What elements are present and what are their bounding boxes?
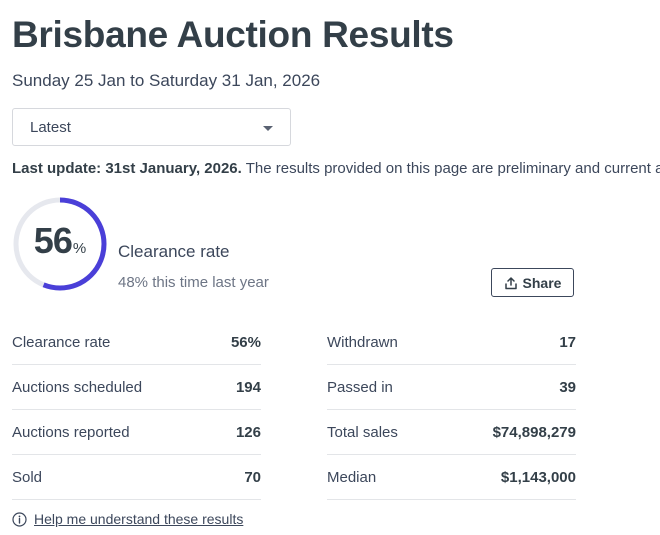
stat-label: Sold xyxy=(12,468,43,486)
stat-label: Clearance rate xyxy=(12,333,111,351)
period-select-value: Latest xyxy=(30,119,71,136)
stat-label: Auctions reported xyxy=(12,423,130,441)
stat-value: 70 xyxy=(244,468,261,486)
clearance-rate-ring xyxy=(13,197,107,291)
share-icon xyxy=(504,276,517,289)
date-range: Sunday 25 Jan to Saturday 31 Jan, 2026 xyxy=(12,71,321,90)
page-title: Brisbane Auction Results xyxy=(12,14,454,55)
stat-label: Total sales xyxy=(327,423,398,441)
clearance-rate-number: 56 xyxy=(33,220,73,261)
stat-label: Passed in xyxy=(327,378,393,396)
clearance-rate-percent-sign: % xyxy=(72,240,87,257)
info-icon xyxy=(12,511,27,527)
stat-value: 39 xyxy=(559,378,576,396)
help-link-label[interactable]: Help me understand these results xyxy=(34,511,244,527)
stat-value: 56% xyxy=(230,333,261,351)
stat-row-passed-in: Passed in 39 xyxy=(327,365,576,410)
stat-row-median: Median $1,143,000 xyxy=(327,455,576,500)
stat-label: Auctions scheduled xyxy=(12,378,143,396)
help-link[interactable]: Help me understand these results xyxy=(12,511,243,527)
stat-value: 17 xyxy=(559,333,576,351)
clearance-rate-figure: 56% xyxy=(12,220,108,262)
stat-row-auctions-scheduled: Auctions scheduled 194 xyxy=(12,365,261,410)
stat-value: $1,143,000 xyxy=(500,468,576,486)
period-select[interactable]: Latest xyxy=(12,108,291,146)
last-update-text: Last update: 31st January, 2026. The res… xyxy=(12,160,660,177)
stats-table-right: Withdrawn 17 Passed in 39 Total sales $74,8… xyxy=(327,320,576,500)
stat-row-total-sales: Total sales $74,898,279 xyxy=(327,410,576,455)
last-year-comparison: 48% this time last year xyxy=(118,274,269,291)
stat-value: 194 xyxy=(235,378,261,396)
clearance-rate-label: Clearance rate xyxy=(118,242,230,261)
share-button-label: Share xyxy=(522,274,562,291)
stat-label: Withdrawn xyxy=(327,333,398,351)
stat-value: $74,898,279 xyxy=(492,423,576,441)
last-update-label: Last update: 31st January, 2026. xyxy=(12,160,242,177)
last-update-note: The results provided on this page are pr… xyxy=(245,160,660,177)
stat-row-clearance-rate: Clearance rate 56% xyxy=(12,320,261,365)
stat-row-auctions-reported: Auctions reported 126 xyxy=(12,410,261,455)
stat-row-sold: Sold 70 xyxy=(12,455,261,500)
stat-value: 126 xyxy=(235,423,261,441)
ring-progress xyxy=(13,197,107,291)
stats-table-left: Clearance rate 56% Auctions scheduled 194 … xyxy=(12,320,261,500)
stat-row-withdrawn: Withdrawn 17 xyxy=(327,320,576,365)
stat-label: Median xyxy=(327,468,377,486)
share-button[interactable]: Share xyxy=(491,268,574,297)
caret-down-icon xyxy=(263,126,273,131)
